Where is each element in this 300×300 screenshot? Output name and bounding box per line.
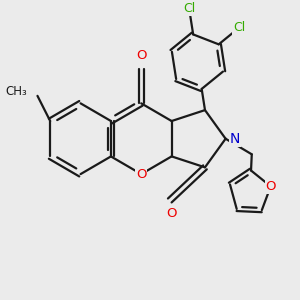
- Text: N: N: [230, 132, 240, 146]
- Text: O: O: [136, 49, 146, 62]
- Text: O: O: [166, 207, 176, 220]
- Text: Cl: Cl: [233, 21, 245, 34]
- Text: CH₃: CH₃: [5, 85, 27, 98]
- Text: Cl: Cl: [183, 2, 195, 15]
- Text: O: O: [136, 168, 146, 181]
- Text: O: O: [266, 180, 276, 193]
